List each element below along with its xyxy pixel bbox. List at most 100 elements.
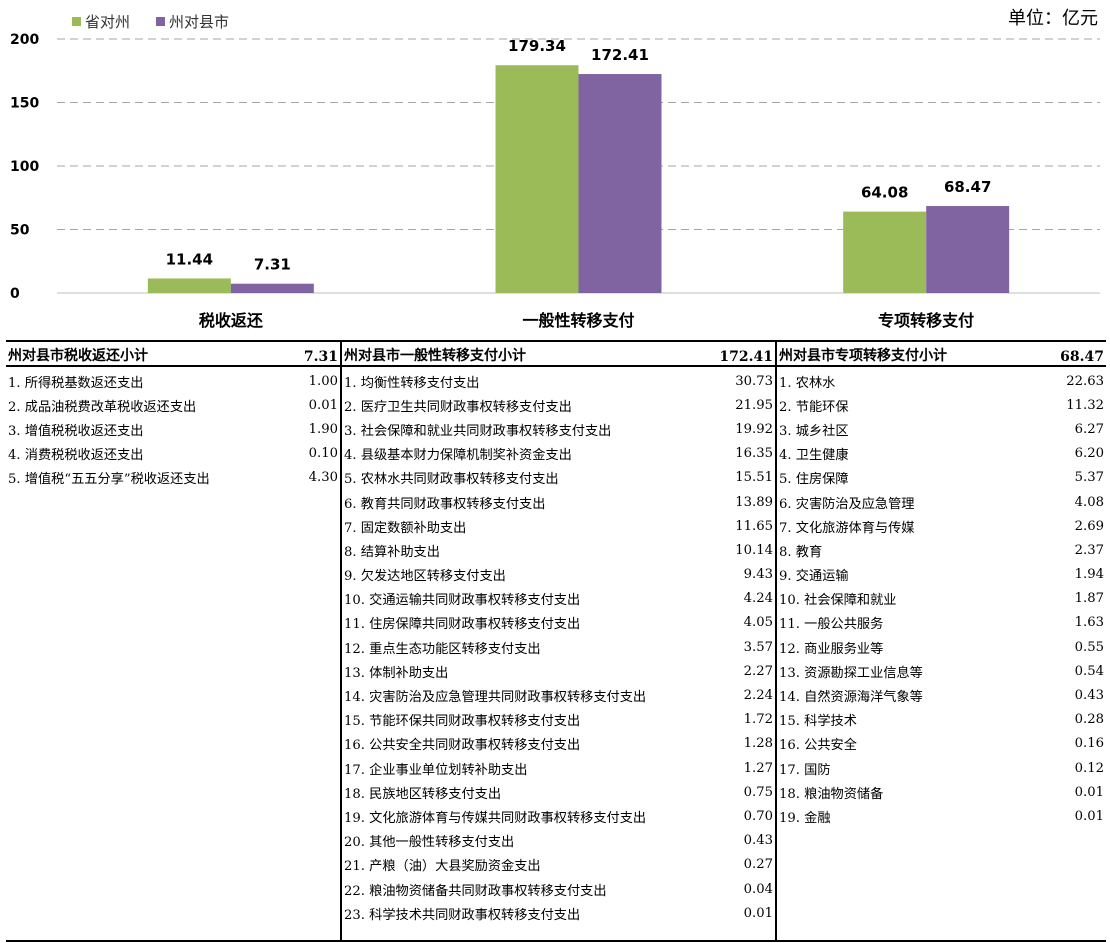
row-value: 1.00	[308, 373, 338, 389]
row-label: 4. 县级基本财力保障机制奖补资金支出	[344, 448, 572, 464]
table-row: 10. 社会保障和就业 1.87	[777, 587, 1106, 611]
row-label: 5. 增值税“五五分享”税收返还支出	[8, 472, 210, 488]
row-value: 2.69	[1074, 518, 1104, 534]
table-row: 17. 国防 0.12	[777, 756, 1106, 780]
table-title: 州对县市专项转移支付小计	[779, 348, 947, 364]
row-value: 0.75	[743, 784, 773, 800]
row-label: 5. 住房保障	[779, 472, 849, 488]
row-value: 2.27	[743, 663, 773, 679]
row-value: 5.37	[1074, 470, 1104, 486]
table-row: 18. 粮油物资储备 0.01	[777, 780, 1106, 804]
table-row: 14. 自然资源海洋气象等 0.43	[777, 683, 1106, 707]
row-value: 0.10	[308, 446, 338, 462]
row-value: 11.65	[735, 518, 773, 534]
row-label: 10. 交通运输共同财政事权转移支付支出	[344, 593, 581, 609]
row-value: 30.73	[735, 373, 773, 389]
row-value: 4.08	[1074, 494, 1104, 510]
table-row: 13. 体制补助支出 2.27	[342, 659, 775, 683]
unit-label: 单位：亿元	[1008, 8, 1098, 29]
row-value: 22.63	[1066, 373, 1104, 389]
row-label: 17. 国防	[779, 762, 831, 778]
row-value: 6.27	[1074, 421, 1104, 437]
row-value: 0.43	[743, 833, 773, 849]
table-row: 5. 住房保障 5.37	[777, 466, 1106, 490]
row-value: 0.01	[1074, 784, 1104, 800]
row-label: 15. 节能环保共同财政事权转移支付支出	[344, 714, 581, 730]
row-label: 11. 一般公共服务	[779, 617, 884, 633]
table-row: 14. 灾害防治及应急管理共同财政事权转移支付支出 2.24	[342, 683, 775, 707]
table-row: 8. 结算补助支出 10.14	[342, 538, 775, 562]
row-label: 13. 体制补助支出	[344, 665, 449, 681]
table-row: 11. 住房保障共同财政事权转移支付支出 4.05	[342, 611, 775, 635]
table-row: 6. 灾害防治及应急管理 4.08	[777, 490, 1106, 514]
row-label: 21. 产粮（油）大县奖励资金支出	[344, 859, 541, 875]
row-value: 16.35	[735, 446, 773, 462]
row-label: 9. 交通运输	[779, 569, 849, 585]
row-label: 1. 农林水	[779, 375, 836, 391]
table-total: 68.47	[1060, 349, 1104, 365]
table-row: 15. 科学技术 0.28	[777, 708, 1106, 732]
row-value: 0.70	[743, 808, 773, 824]
row-label: 9. 欠发达地区转移支付支出	[344, 569, 506, 585]
table-row: 3. 社会保障和就业共同财政事权转移支付支出 19.92	[342, 417, 775, 441]
row-value: 15.51	[735, 470, 773, 486]
row-label: 15. 科学技术	[779, 714, 857, 730]
data-label: 68.47	[944, 178, 991, 196]
table-row: 5. 农林水共同财政事权转移支付支出 15.51	[342, 466, 775, 490]
table-row: 3. 城乡社区 6.27	[777, 417, 1106, 441]
row-label: 2. 节能环保	[779, 399, 849, 415]
legend-label: 州对县市	[169, 13, 229, 31]
row-label: 1. 所得税基数返还支出	[8, 375, 144, 391]
data-label: 172.41	[591, 46, 649, 64]
table-row: 10. 交通运输共同财政事权转移支付支出 4.24	[342, 587, 775, 611]
table-row: 12. 重点生态功能区转移支付支出 3.57	[342, 635, 775, 659]
row-label: 12. 重点生态功能区转移支付支出	[344, 641, 541, 657]
row-value: 0.01	[1074, 808, 1104, 824]
y-tick-label: 200	[10, 32, 39, 48]
data-label: 11.44	[166, 250, 213, 268]
table-row: 23. 科学技术共同财政事权转移支付支出 0.01	[342, 901, 775, 925]
y-tick-label: 150	[10, 96, 39, 112]
row-value: 0.27	[743, 857, 773, 873]
row-value: 1.27	[743, 760, 773, 776]
row-value: 0.12	[1074, 760, 1104, 776]
table-row: 1. 农林水 22.63	[777, 369, 1106, 393]
row-value: 0.54	[1074, 663, 1104, 679]
table-row: 12. 商业服务业等 0.55	[777, 635, 1106, 659]
row-value: 2.24	[743, 688, 773, 704]
table-row: 9. 交通运输 1.94	[777, 563, 1106, 587]
table-row: 2. 节能环保 11.32	[777, 393, 1106, 417]
legend-label: 省对州	[85, 13, 130, 31]
row-label: 3. 增值税税收返还支出	[8, 423, 144, 439]
y-tick-label: 100	[10, 159, 39, 175]
table-header: 州对县市一般性转移支付小计 172.41	[342, 340, 775, 367]
data-label: 7.31	[254, 256, 291, 274]
row-label: 8. 结算补助支出	[344, 544, 440, 560]
row-label: 4. 消费税税收返还支出	[8, 448, 144, 464]
row-label: 12. 商业服务业等	[779, 641, 884, 657]
table-row: 17. 企业事业单位划转补助支出 1.27	[342, 756, 775, 780]
row-value: 19.92	[735, 421, 773, 437]
table-header: 州对县市税收返还小计 7.31	[6, 340, 340, 367]
table-row: 19. 文化旅游体育与传媒共同财政事权转移支付支出 0.70	[342, 804, 775, 828]
row-value: 4.30	[308, 470, 338, 486]
row-value: 0.01	[308, 397, 338, 413]
row-value: 2.37	[1074, 542, 1104, 558]
table-title: 州对县市税收返还小计	[8, 348, 148, 364]
data-label: 179.34	[508, 37, 566, 55]
row-label: 4. 卫生健康	[779, 448, 849, 464]
table-row: 5. 增值税“五五分享”税收返还支出 4.30	[6, 466, 340, 490]
row-value: 21.95	[735, 397, 773, 413]
bar	[843, 211, 927, 293]
row-value: 1.63	[1074, 615, 1104, 631]
row-label: 10. 社会保障和就业	[779, 593, 897, 609]
table-row: 16. 公共安全 0.16	[777, 732, 1106, 756]
bar	[578, 74, 662, 293]
row-label: 3. 社会保障和就业共同财政事权转移支付支出	[344, 423, 612, 439]
row-value: 3.57	[743, 639, 773, 655]
row-value: 9.43	[743, 567, 773, 583]
table-header: 州对县市专项转移支付小计 68.47	[777, 340, 1106, 367]
row-label: 18. 民族地区转移支付支出	[344, 786, 502, 802]
row-label: 2. 成品油税费改革税收返还支出	[8, 399, 197, 415]
row-label: 20. 其他一般性转移支付支出	[344, 835, 515, 851]
